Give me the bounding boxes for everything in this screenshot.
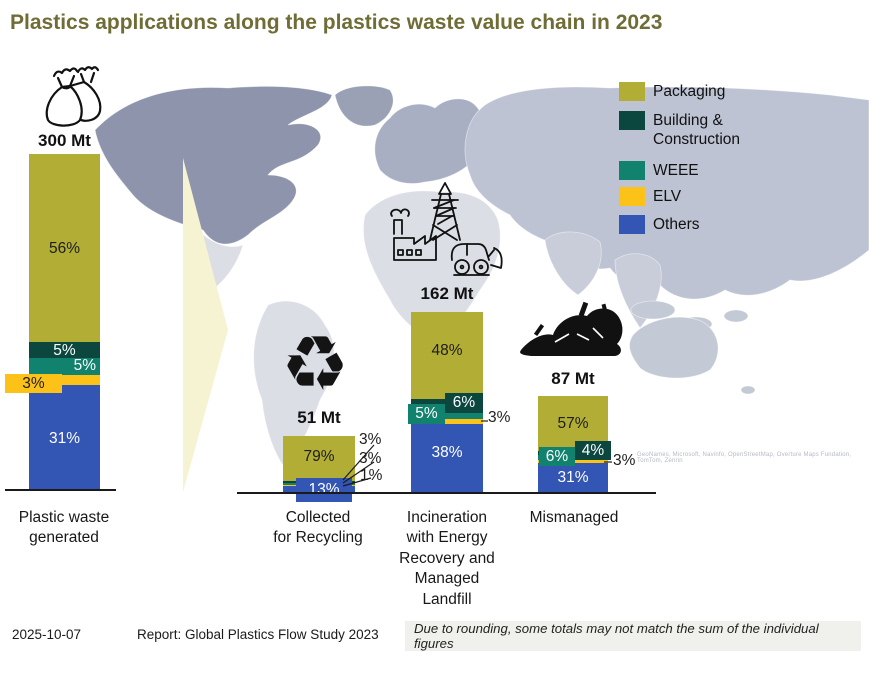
pct-label-weee: 5% (408, 404, 445, 424)
power-tower-icon (429, 182, 461, 241)
map-north-america (94, 86, 333, 245)
bar-total-mismanaged: 87 Mt (551, 369, 595, 388)
map-greenland (334, 85, 394, 127)
bar-segment-weee (29, 358, 100, 376)
pct-label-others: 31% (48, 430, 81, 447)
legend-label: Building & Construction (653, 112, 741, 149)
legend-item-weee: WEEE (619, 161, 699, 180)
legend-item-others: Others (619, 215, 700, 234)
pct-label-elv-external: 3% (488, 409, 511, 426)
legend-label: Packaging (653, 83, 726, 100)
bar-total-incineration: 162 Mt (420, 284, 474, 303)
pct-label-packaging: 56% (48, 240, 81, 257)
map-australia (629, 316, 719, 379)
bar-segment-elv (411, 418, 483, 425)
pct-label-others: 13% (296, 478, 352, 502)
pct-label-packaging: 57% (557, 415, 589, 432)
map-attribution: GeoNames, Microsoft, Navinfo, OpenStreet… (637, 452, 852, 464)
pct-label-building: 6% (445, 393, 483, 413)
world-map (94, 85, 869, 492)
factory-icon (390, 208, 437, 261)
bar-plastic-waste-generated: 56% 5% 5% 3% 31% (5, 154, 100, 489)
bar-total-plastic-waste-generated: 300 Mt (38, 131, 91, 150)
bar-segment-others (538, 463, 608, 493)
pct-label-weee: 5% (73, 357, 96, 374)
legend-swatch-weee (619, 161, 645, 180)
pct-label-packaging: 79% (303, 448, 335, 465)
category-label-mismanaged: Mismanaged (529, 509, 619, 526)
map-arabia (544, 231, 602, 296)
pct-label-weee-external: 3% (359, 450, 382, 467)
footer-date: 2025-10-07 (12, 627, 82, 642)
bar-segment-weee (411, 409, 483, 419)
bar-segment-packaging (29, 154, 100, 342)
pct-label-others: 31% (557, 469, 589, 486)
pct-label-packaging: 48% (431, 342, 463, 359)
category-label-plastic-waste-generated: Plastic waste generated (18, 509, 110, 547)
page-title: Plastics applications along the plastics… (10, 11, 663, 34)
bar-segment-packaging (411, 312, 483, 399)
pct-label-elv-external: 1% (360, 467, 383, 484)
pct-label-elv-external: 3% (613, 452, 636, 469)
legend-item-elv: ELV (619, 187, 681, 206)
pct-label-building-external: 3% (359, 431, 382, 448)
category-label-collected-for-recycling: Collected for Recycling (273, 509, 363, 547)
bar-segment-others (411, 424, 483, 493)
legend-label: ELV (653, 188, 682, 205)
rounding-note: Due to rounding, some totals may not mat… (405, 621, 861, 651)
pct-label-others: 38% (431, 444, 463, 461)
legend-item-building-construction: Building & Construction (619, 111, 740, 150)
legend-item-packaging: Packaging (619, 82, 725, 101)
footer-report-source: Report: Global Plastics Flow Study 2023 (137, 627, 379, 642)
bar-segment-building (29, 341, 100, 359)
pct-label-building: 5% (53, 342, 76, 359)
legend-swatch-elv (619, 187, 645, 206)
waste-bags-icon (45, 66, 102, 127)
bar-segment-elv (29, 375, 100, 386)
energy-recovery-icons (390, 182, 503, 276)
map-europe (374, 98, 486, 184)
pct-label-weee: 6% (539, 447, 575, 466)
bar-total-collected-for-recycling: 51 Mt (297, 408, 341, 427)
pct-label-building: 4% (575, 441, 611, 460)
bar-segment-others (29, 385, 100, 489)
axis-baseline-generated (5, 489, 116, 491)
bulldozer-icon (450, 243, 503, 276)
legend-swatch-others (619, 215, 645, 234)
legend-swatch-packaging (619, 82, 645, 101)
category-label-incineration: Incineration with Energy Recovery and Ma… (399, 509, 495, 608)
axis-baseline-value-chain (237, 492, 656, 494)
map-se-asia (630, 300, 676, 320)
bar-mismanaged: 57% 4% 6% 31% (538, 396, 611, 493)
bar-incineration-managed-landfill: 48% 6% 5% 38% (408, 312, 483, 493)
legend-label: WEEE (653, 162, 699, 179)
legend-swatch-building (619, 111, 645, 130)
pct-label-elv: 3% (5, 374, 62, 393)
landfill-waste-icon (520, 301, 623, 356)
flow-funnel (183, 158, 228, 492)
map-new-zealand (740, 385, 756, 395)
bar-collected-for-recycling: 79% 13% (283, 436, 355, 502)
recycling-icon: ♻ (281, 319, 350, 408)
map-se-asia-3 (723, 309, 749, 323)
legend-label: Others (653, 216, 700, 233)
